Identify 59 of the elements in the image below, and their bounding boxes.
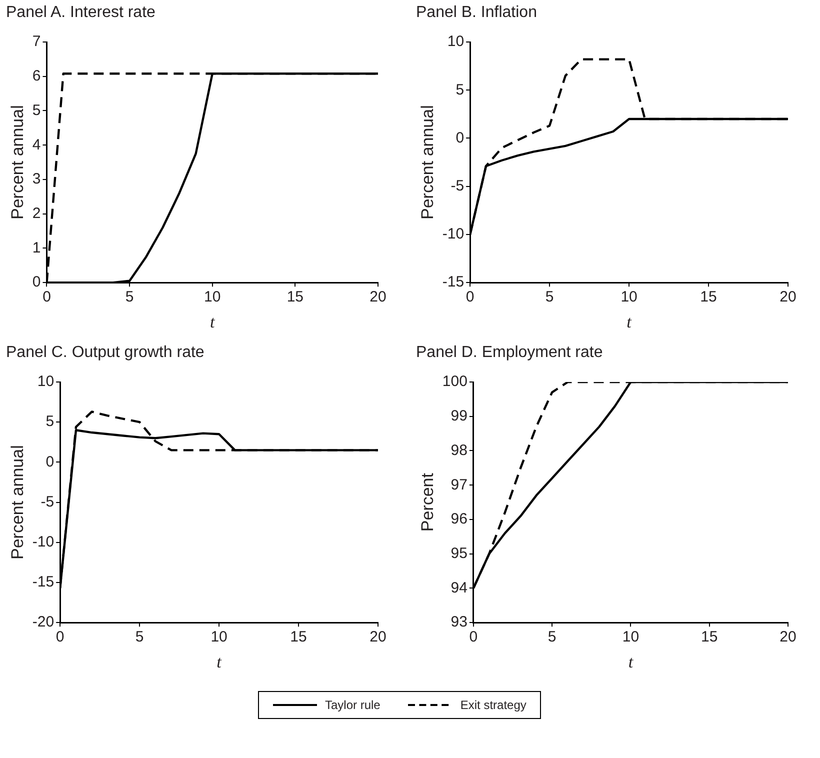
chart-title: Panel D. Employment rate: [416, 344, 603, 362]
y-tick-label: 0: [32, 274, 41, 291]
y-tick-label: -15: [442, 274, 464, 291]
y-tick-label: 95: [450, 545, 468, 562]
x-tick-label: 10: [204, 288, 221, 306]
y-tick-label: 0: [46, 453, 54, 470]
x-tick-label: 20: [370, 628, 386, 646]
x-tick-label: 20: [370, 288, 386, 306]
legend-label: Exit strategy: [460, 698, 526, 712]
y-tick-label: 97: [450, 476, 468, 494]
x-tick-label: 15: [700, 288, 717, 306]
x-tick-label: 10: [622, 628, 640, 646]
x-axis-title: t: [216, 652, 223, 672]
y-tick-label: -5: [450, 178, 464, 194]
x-tick-label: 5: [125, 288, 134, 306]
y-axis-title: Percent annual: [418, 105, 437, 220]
y-axis-title: Percent annual: [8, 105, 27, 220]
x-tick-label: 20: [780, 288, 796, 306]
x-tick-label: 20: [780, 628, 796, 646]
x-tick-label: 15: [290, 628, 307, 646]
y-tick-label: 4: [32, 136, 41, 154]
x-tick-label: 10: [620, 288, 638, 306]
legend-label: Taylor rule: [325, 698, 380, 712]
y-tick-label: -5: [40, 493, 54, 510]
x-tick-label: 10: [210, 628, 228, 646]
y-tick-label: 2: [32, 205, 41, 222]
y-tick-label: 6: [32, 68, 41, 85]
y-tick-label: 93: [450, 614, 468, 631]
y-tick-label: 99: [450, 408, 468, 425]
y-tick-label: 100: [442, 373, 468, 390]
y-tick-label: 0: [456, 129, 464, 146]
y-tick-label: 96: [450, 510, 468, 528]
y-tick-label: 94: [450, 579, 468, 596]
y-tick-label: 7: [32, 33, 41, 50]
chart-title: Panel C. Output growth rate: [6, 344, 204, 362]
y-tick-label: -10: [32, 534, 54, 551]
y-tick-label: 5: [46, 413, 54, 430]
y-tick-label: 3: [32, 170, 41, 188]
y-tick-label: 5: [32, 102, 41, 119]
x-axis-title: t: [210, 312, 216, 332]
x-tick-label: 5: [548, 628, 556, 646]
x-axis-title: t: [628, 652, 634, 672]
y-tick-label: -10: [442, 226, 464, 243]
x-tick-label: 15: [286, 288, 304, 306]
y-tick-label: 10: [447, 33, 464, 50]
y-tick-label: 1: [32, 239, 41, 256]
y-axis-title: Percent annual: [8, 445, 27, 560]
y-tick-label: 5: [456, 81, 464, 98]
y-tick-label: -15: [32, 574, 54, 591]
chart-title: Panel A. Interest rate: [6, 4, 156, 22]
chart-title: Panel B. Inflation: [416, 4, 537, 22]
x-tick-label: 15: [701, 628, 718, 646]
y-axis-title: Percent: [418, 472, 437, 532]
x-tick-label: 5: [135, 628, 144, 646]
y-tick-label: 10: [37, 373, 54, 390]
x-axis-title: t: [626, 312, 633, 332]
y-tick-label: -20: [32, 614, 54, 631]
x-tick-label: 5: [545, 288, 554, 306]
y-tick-label: 98: [450, 442, 468, 459]
